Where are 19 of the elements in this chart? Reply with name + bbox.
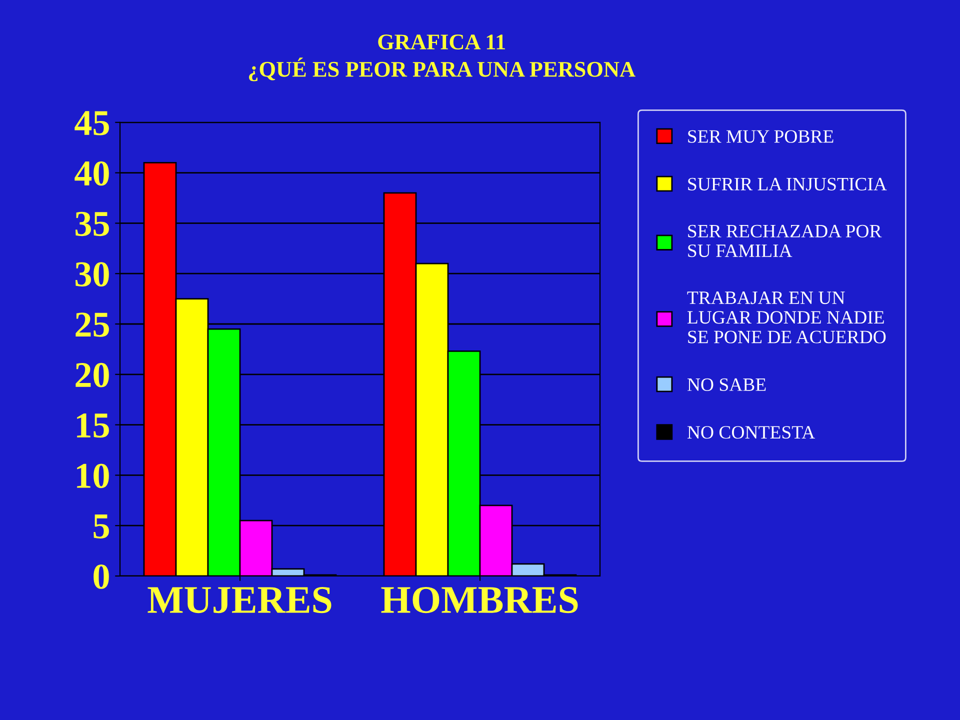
legend-label: NO CONTESTA — [687, 426, 815, 439]
legend-label: SER RECHAZADA POR SU FAMILIA — [688, 224, 882, 258]
legend-label: SUFRIR LA INJUSTICIA — [688, 178, 887, 190]
y-tick-label: 40 — [74, 161, 109, 186]
legend-label: TRABAJAR EN UN LUGAR DONDE NADIE SE PONE DE ACUERDO — [687, 292, 886, 344]
chart-title: GRAFICA 11 ¿QUÉ ES PEOR PARA UNA PERSONA — [248, 34, 636, 82]
legend-label: NO SABE — [687, 378, 766, 391]
x-tick-label: HOMBRES — [381, 586, 578, 614]
y-tick-label: 35 — [76, 212, 109, 236]
y-tick-label: 10 — [77, 464, 109, 488]
y-tick-label: 25 — [76, 312, 109, 337]
y-tick-label: 45 — [74, 111, 109, 136]
x-tick-label: MUJERES — [148, 586, 332, 614]
legend-label: SER MUY POBRE — [688, 130, 834, 143]
y-tick-label: 30 — [76, 262, 109, 286]
y-tick-label: 0 — [94, 564, 109, 589]
y-tick-label: 5 — [94, 514, 109, 538]
y-tick-label: 15 — [77, 413, 109, 438]
y-tick-label: 20 — [76, 362, 109, 388]
